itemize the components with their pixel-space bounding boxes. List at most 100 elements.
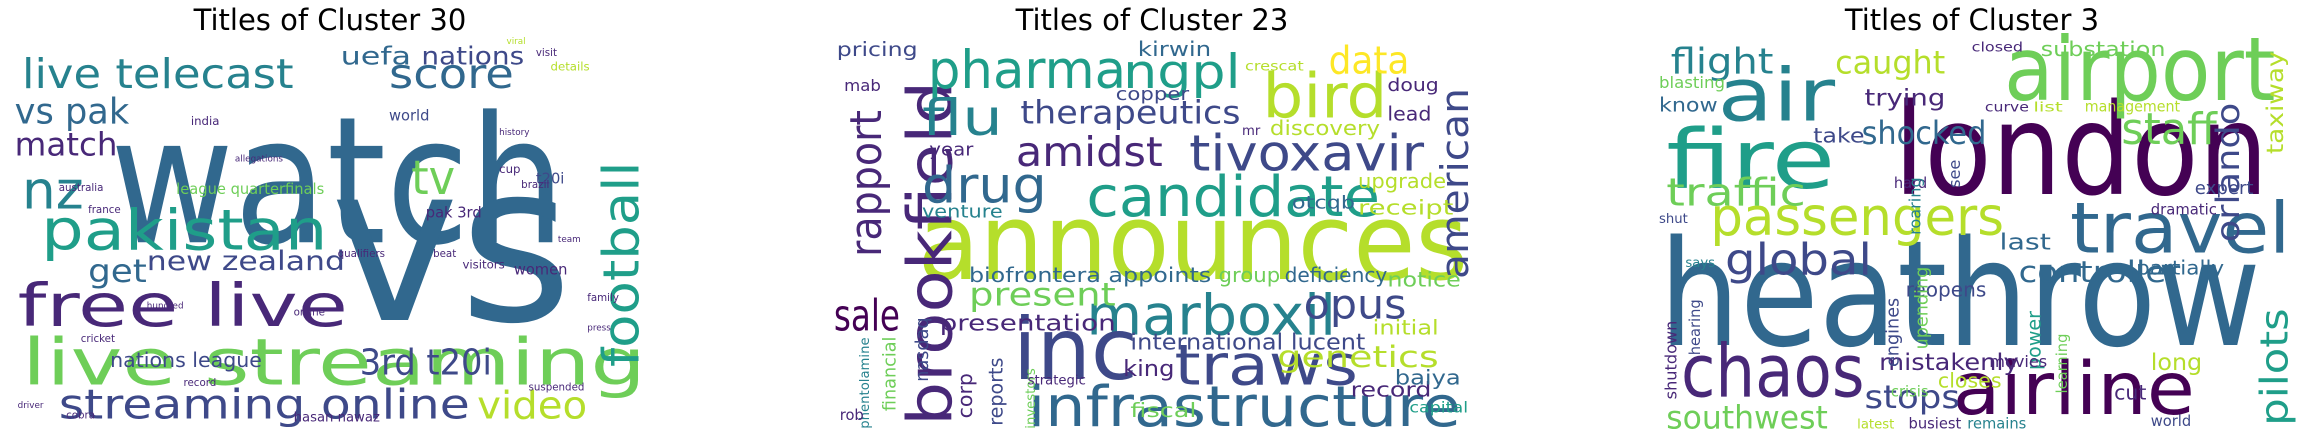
cloud-word: hearing [1687, 299, 1704, 355]
cloud-word: orlando [2209, 103, 2247, 242]
cloud-word: rob [840, 407, 864, 424]
cloud-word: american [1434, 88, 1478, 279]
cloud-word: baiya [1395, 366, 1461, 390]
cloud-word: ngpl [1123, 45, 1240, 100]
cloud-word: remains [1967, 416, 2026, 433]
cloud-word: group [1219, 263, 1281, 287]
cloud-word: visit [536, 47, 557, 59]
cloud-word: 3rd t20i [360, 342, 492, 383]
cloud-word: closes [1938, 369, 2002, 393]
cloud-word: mr [1242, 124, 1261, 139]
cloud-word: strategic [1028, 374, 1086, 389]
cloud-word: brookfield [894, 81, 966, 426]
cloud-word: long [2151, 348, 2202, 376]
cloud-word: expert [2195, 179, 2254, 199]
cloud-word: upending [1913, 267, 1933, 350]
cloud-word: shocked [1862, 114, 1987, 152]
cloud-word: otcqb [1292, 193, 1355, 213]
cloud-word: traws [1174, 334, 1358, 399]
cloud-word: presentation [940, 311, 1116, 336]
cloud-word: candidate [1086, 165, 1380, 230]
cloud-word: record [184, 377, 217, 389]
cloud-word: year [929, 141, 974, 161]
cloud-word: inc [1013, 301, 1138, 400]
cloud-word: chaos [1681, 329, 1865, 414]
cloud-word: receipt [1358, 195, 1453, 219]
cloud-word: online [294, 307, 325, 319]
cloud-word: fire [1666, 113, 1835, 208]
cloud-word: vs [330, 116, 572, 372]
cloud-word: present [969, 275, 1116, 313]
cloud-word: live telecast [22, 50, 294, 98]
cloud-word: global [1725, 235, 1872, 286]
cloud-word: free live [18, 271, 348, 340]
cloud-word: viral [506, 37, 525, 47]
cloud-word: initial [1373, 316, 1439, 340]
cloud-word: latest [1857, 418, 1894, 433]
cloud-word: football [593, 161, 651, 367]
cloud-word: kirwin [1138, 37, 1211, 61]
cloud-word: flight [1671, 41, 1774, 82]
cloud-word: dramatic [2151, 201, 2217, 218]
cloud-word: taxiway [2261, 51, 2289, 154]
cloud-word: india [191, 114, 220, 128]
cloud-word: hundred [147, 301, 184, 311]
cloud-word: world [389, 107, 429, 124]
cloud-word: nasdaq [913, 317, 933, 381]
cloud-word: caught [1835, 43, 1945, 81]
cloud-word: history [499, 128, 529, 138]
cloud-word: lead [1387, 103, 1431, 125]
cloud-word: curve [1985, 101, 2029, 116]
cloud-word: discovery [1270, 116, 1380, 140]
cloud-word: cricket [81, 333, 115, 345]
cloud-word: cobra [66, 409, 95, 421]
cloud-word: cut [2114, 380, 2146, 404]
cloud-word: pakistan [41, 199, 327, 264]
cloud-word: movies [1989, 352, 2047, 371]
cloud-word: get [88, 252, 147, 290]
cloud-word: data [1329, 39, 1410, 83]
cloud-word: last [2000, 231, 2052, 256]
cloud-word: power [2024, 311, 2046, 370]
cloud-word: king [1123, 357, 1174, 382]
cloud-word: video [477, 384, 587, 428]
cloud-word: southwest [1666, 399, 1827, 435]
cloud-word: flu [922, 89, 1003, 147]
cloud-word: venture [922, 202, 1003, 222]
cloud-word: deficiency [1285, 263, 1388, 287]
cloud-word: genetics [1277, 340, 1438, 374]
cloud-word: new zealand [147, 246, 345, 277]
cloud-word: announces [918, 181, 1469, 304]
cloud-word: live streaming [22, 326, 646, 401]
panel-title: Titles of Cluster 23 [1015, 3, 1289, 37]
cloud-word: controller [2019, 255, 2182, 289]
cloud-word: bird [1263, 60, 1388, 132]
cloud-word: closed [1972, 40, 2023, 55]
cloud-word: nz [22, 160, 84, 221]
cloud-word: hasan nawaz [294, 410, 380, 425]
cloud-word: beat [433, 248, 456, 260]
cloud-word: infrastructure [1028, 375, 1461, 435]
cloud-word: travel [2070, 188, 2290, 270]
cloud-word: traffic [1666, 172, 1805, 216]
cloud-word: tv [411, 151, 455, 206]
cloud-word: take [1813, 123, 1864, 147]
cloud-word: notice [1387, 267, 1460, 291]
cloud-word: france [88, 204, 121, 216]
cloud-word: roaring [1905, 177, 1924, 235]
cloud-word: know [1659, 95, 1718, 117]
cloud-word: family [587, 292, 619, 304]
cloud-word: airport [2004, 18, 2276, 121]
cloud-word: t20i [536, 171, 565, 188]
cloud-word: upgrade [1358, 169, 1446, 193]
cloud-word: shut [1659, 212, 1688, 227]
cloud-word: financial [881, 337, 901, 411]
cloud-word: stops [1865, 378, 1960, 416]
panel-title: Titles of Cluster 30 [193, 3, 467, 37]
cloud-word: pak 3rd [426, 204, 482, 221]
cloud-word: press [587, 323, 611, 333]
cloud-word: drug [922, 157, 1047, 215]
cloud-word: reports [986, 357, 1008, 425]
cloud-word: pilots [2253, 308, 2297, 425]
